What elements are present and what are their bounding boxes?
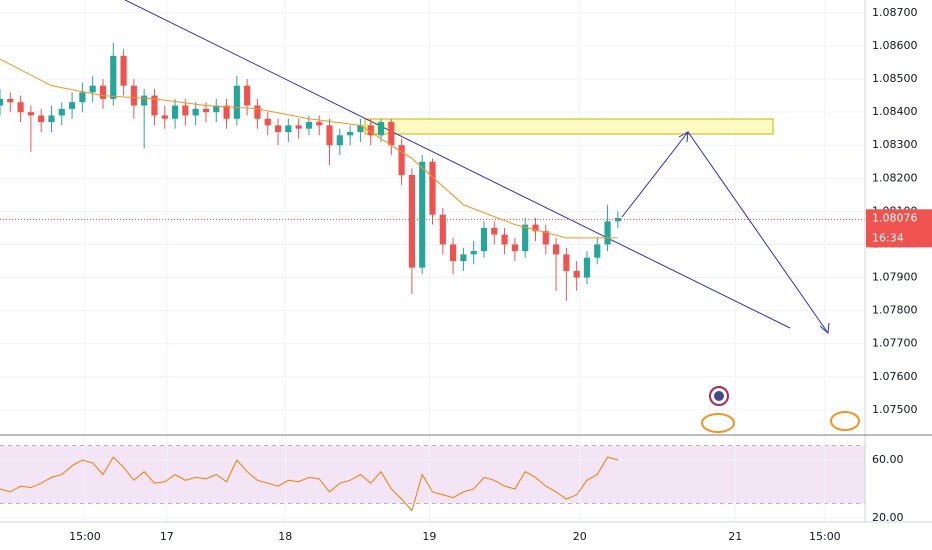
x-tick-label: 17 xyxy=(160,530,174,543)
candle-body xyxy=(223,105,230,119)
x-tick-label: 15:00 xyxy=(809,530,841,543)
candle-body xyxy=(388,122,395,146)
candle-body xyxy=(58,108,65,116)
candle-body xyxy=(367,125,374,136)
y-tick-label: 1.07900 xyxy=(872,271,918,284)
y-tick-label: 1.08200 xyxy=(872,171,918,184)
trend-line xyxy=(124,0,791,329)
candle-body xyxy=(377,122,385,136)
candle-body xyxy=(439,214,446,245)
event-icon xyxy=(701,413,735,433)
y-tick-label: 60.00 xyxy=(872,453,904,466)
countdown-label: 16:34 xyxy=(872,231,904,244)
candle-body xyxy=(17,102,24,113)
candle-body xyxy=(491,227,498,235)
arrow-head xyxy=(678,131,689,143)
candle-body xyxy=(295,125,302,129)
candle-body xyxy=(68,102,76,109)
grid-layer xyxy=(0,0,865,522)
candle-body xyxy=(552,244,560,255)
candle-body xyxy=(130,85,137,106)
y-tick-label: 20.00 xyxy=(872,511,904,524)
candle-body xyxy=(120,55,127,86)
candle-body xyxy=(347,131,354,136)
candle-body xyxy=(583,257,591,278)
candle-body xyxy=(7,98,14,103)
candle-body xyxy=(398,145,405,175)
zone-box xyxy=(364,118,774,135)
candle-body xyxy=(141,95,148,106)
y-tick-label: 1.08700 xyxy=(872,6,918,19)
candle-body xyxy=(501,234,508,245)
candle-body xyxy=(254,105,261,119)
plot xyxy=(0,42,865,512)
moving-average xyxy=(0,58,618,239)
candle-body xyxy=(470,251,477,255)
candle-body xyxy=(573,270,580,278)
y-tick-label: 1.08300 xyxy=(872,138,918,151)
candle-body xyxy=(192,108,199,116)
candle-body xyxy=(522,224,529,252)
candle-body xyxy=(511,244,518,252)
candle-body xyxy=(532,224,539,232)
y-tick-label: 1.07600 xyxy=(872,370,918,383)
rsi-line xyxy=(0,456,618,512)
candle-body xyxy=(89,85,96,93)
candle-body xyxy=(326,125,333,146)
candle-body xyxy=(151,95,158,116)
y-tick-label: 1.07700 xyxy=(872,337,918,350)
candle-body xyxy=(274,125,282,132)
candle-body xyxy=(161,115,168,119)
y-tick-label: 1.07800 xyxy=(872,304,918,317)
candle-body xyxy=(182,105,189,116)
event-icon xyxy=(714,391,724,401)
candle-body xyxy=(264,118,271,126)
candle-body xyxy=(594,244,601,258)
x-tick-label: 15:00 xyxy=(69,530,101,543)
x-tick-label: 21 xyxy=(728,530,742,543)
candle-body xyxy=(460,254,467,261)
candle-body xyxy=(336,135,343,146)
candle-body xyxy=(213,105,220,113)
x-tick-label: 20 xyxy=(573,530,587,543)
candle-body xyxy=(285,125,292,132)
candle-body xyxy=(604,221,611,245)
candle-body xyxy=(316,122,323,126)
candle-body xyxy=(38,115,45,123)
rsi-band xyxy=(0,445,865,504)
candle-body xyxy=(408,174,415,268)
candle-body xyxy=(429,161,436,215)
candle-body xyxy=(563,254,570,271)
arrow-head xyxy=(819,322,830,335)
candle-body xyxy=(202,108,210,113)
candle-body xyxy=(233,85,240,119)
last-price-box xyxy=(866,209,932,248)
y-tick-label: 1.08400 xyxy=(872,105,918,118)
candle-body xyxy=(171,105,179,119)
candle-body xyxy=(244,85,251,106)
candle-body xyxy=(99,85,107,99)
last-price-label: 1.08076 xyxy=(872,211,918,224)
y-tick-label: 1.07500 xyxy=(872,403,918,416)
candle-body xyxy=(110,55,117,99)
y-tick-label: 1.08600 xyxy=(872,39,918,52)
candle-body xyxy=(450,244,457,261)
candle-body xyxy=(48,115,55,123)
candle-body xyxy=(357,125,364,132)
event-icon xyxy=(830,411,860,431)
candle-body xyxy=(0,98,4,106)
y-tick-label: 1.08500 xyxy=(872,72,918,85)
candle-body xyxy=(419,161,426,268)
candle-body xyxy=(79,92,86,103)
x-tick-label: 18 xyxy=(278,530,292,543)
candle-body xyxy=(542,231,549,245)
candle-body xyxy=(27,112,34,116)
candle-body xyxy=(305,122,313,129)
candle-body xyxy=(614,217,621,222)
candle-body xyxy=(480,227,488,252)
x-tick-label: 19 xyxy=(422,530,436,543)
